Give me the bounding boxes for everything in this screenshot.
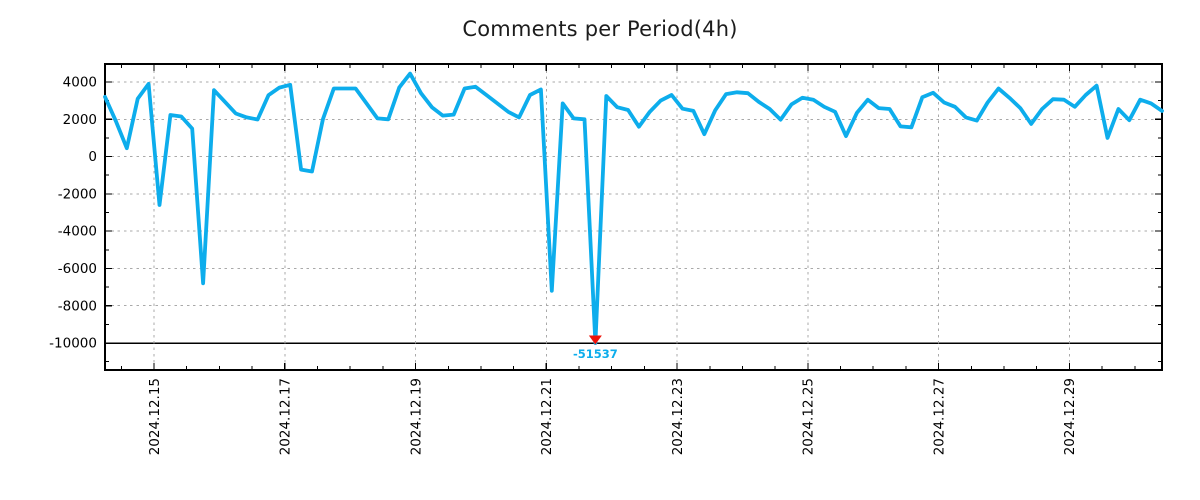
x-tick-label: 2024.12.23: [670, 378, 686, 455]
x-tick-label: 2024.12.17: [278, 378, 294, 455]
x-tick-label: 2024.12.29: [1062, 378, 1078, 455]
series-line: [103, 71, 1164, 345]
spike-marker-triangle-down-icon: [588, 335, 602, 345]
x-tick-label: 2024.12.19: [408, 378, 424, 455]
x-tick-label: 2024.12.21: [539, 378, 555, 455]
x-tick-label: 2024.12.15: [147, 378, 163, 455]
y-tick-label: 2000: [63, 112, 97, 128]
spike-annotation: -51537: [573, 347, 618, 361]
chart-title: Comments per Period(4h): [462, 17, 738, 41]
y-tick-label: -4000: [58, 224, 97, 240]
plot-frame: [104, 63, 1163, 371]
y-tick-label: -10000: [49, 336, 97, 352]
y-tick-label: -6000: [58, 261, 97, 277]
y-tick-label: -2000: [58, 186, 97, 202]
y-tick-label: -8000: [58, 298, 97, 314]
x-tick-label: 2024.12.25: [801, 378, 817, 455]
y-tick-label: 0: [88, 149, 97, 165]
y-tick-label: 4000: [63, 75, 97, 91]
x-tick-label: 2024.12.27: [931, 378, 947, 455]
